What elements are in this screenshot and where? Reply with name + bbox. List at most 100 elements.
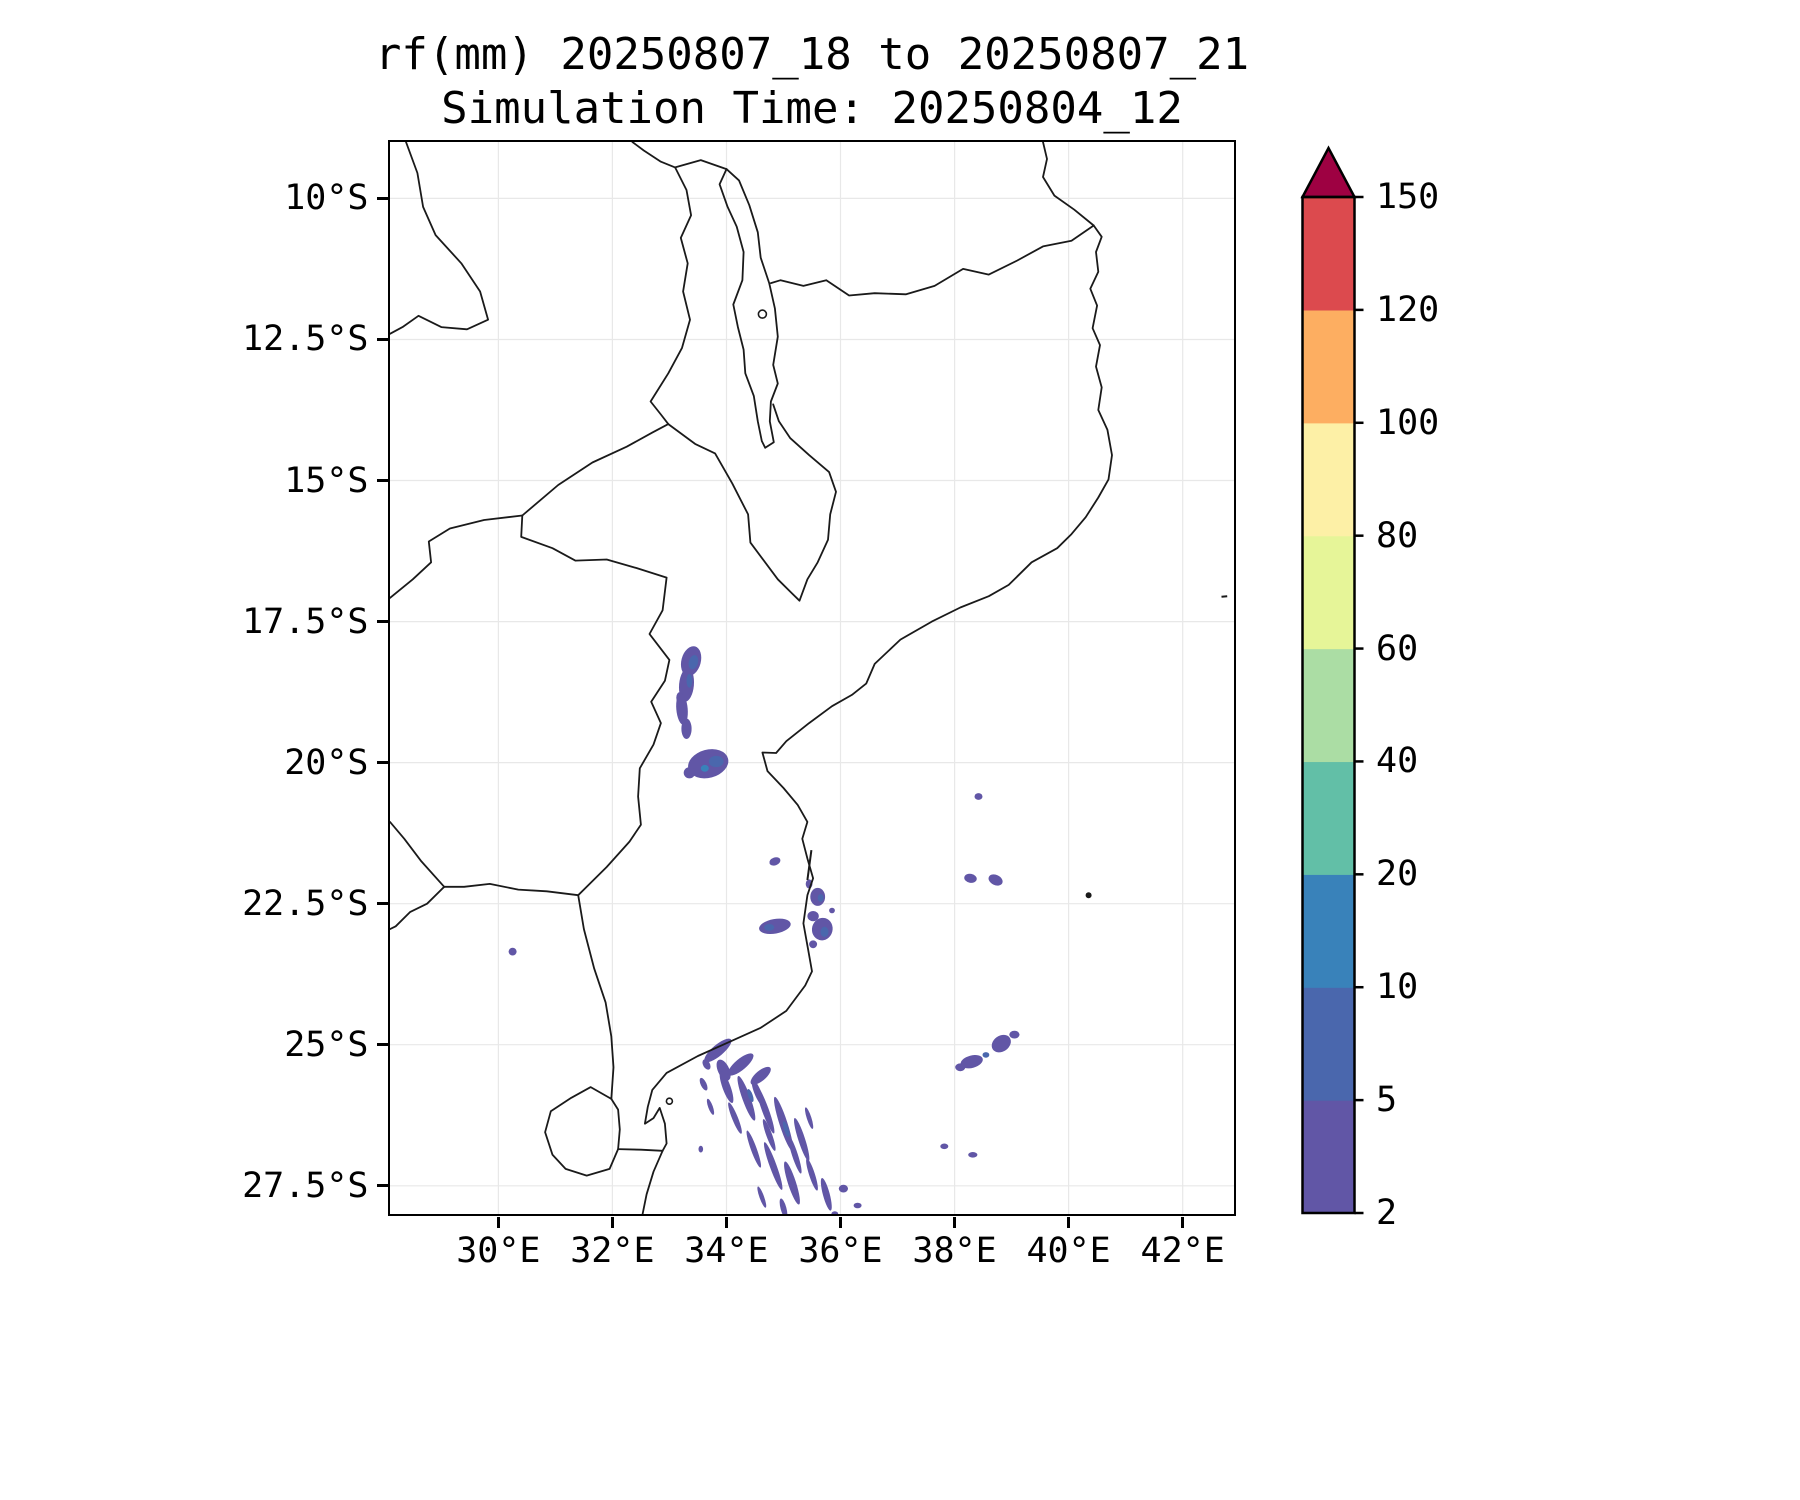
rain-patch-c10 <box>700 764 709 772</box>
rain-patch-c2 <box>755 1085 774 1133</box>
rain-patch-c2 <box>706 1098 714 1115</box>
y-tick-label: 10°S <box>284 178 369 219</box>
island-bazaruto <box>805 849 812 880</box>
map-plot-area <box>387 139 1236 1216</box>
rain-patch-c2 <box>719 1070 733 1103</box>
rain-patch-c5 <box>820 926 828 937</box>
x-tick-mark <box>724 1216 728 1228</box>
border-lake-malawi <box>718 167 779 449</box>
rain-patch-c2 <box>699 1077 707 1090</box>
y-tick-mark <box>376 761 388 765</box>
x-tick-label: 32°E <box>570 1231 655 1271</box>
rain-patch-c2 <box>762 1118 776 1151</box>
colorbar-tick-label: 10 <box>1376 967 1419 1008</box>
rain-patch-c5 <box>688 654 698 669</box>
rain-patch-c2 <box>768 856 780 866</box>
rain-patch-c2 <box>1008 1030 1020 1038</box>
rain-layer <box>508 645 1020 1214</box>
rain-patch-c2 <box>756 1185 766 1208</box>
x-tick-label: 36°E <box>798 1231 883 1271</box>
rain-patch-c2 <box>828 907 835 913</box>
colorbar-segment-4 <box>1302 648 1355 763</box>
rain-patch-c2 <box>701 1058 711 1070</box>
rain-patch-c5 <box>782 1120 790 1138</box>
rain-patch-c2 <box>808 939 817 948</box>
x-tick-label: 34°E <box>684 1231 769 1271</box>
x-tick-mark <box>610 1216 614 1228</box>
border-zambezi-zm-zw <box>389 514 523 599</box>
x-tick-label: 42°E <box>1140 1231 1225 1271</box>
rain-patch-c2 <box>967 1151 977 1158</box>
island-juan-de-nova <box>1220 594 1227 598</box>
rain-patch-c2 <box>963 873 977 883</box>
rain-patch-c2 <box>783 1160 800 1205</box>
x-tick-mark <box>839 1216 842 1228</box>
rain-patch-c2 <box>727 1101 742 1134</box>
border-limpopo-zw-za <box>442 882 579 896</box>
y-tick-mark <box>376 196 388 200</box>
plot-title-line1: rf(mm) 20250807_18 to 20250807_21 <box>374 29 1250 80</box>
rain-patch-c2 <box>727 1052 753 1076</box>
rain-patch-c2 <box>960 1054 983 1068</box>
border-mz-za-south <box>616 1147 663 1152</box>
border-eswatini <box>543 1085 621 1176</box>
colorbar-outline <box>1301 195 1356 1215</box>
rain-patch-c2 <box>750 1066 771 1085</box>
colorbar-segment-5 <box>1302 535 1355 650</box>
colorbar-segment-0 <box>1302 1100 1355 1214</box>
rain-patch-c5 <box>686 673 692 688</box>
island-europa <box>1085 891 1092 898</box>
island-inhaca <box>665 1096 673 1105</box>
y-tick-label: 27.5°S <box>242 1165 369 1206</box>
border-mw-mz-lobe <box>666 403 837 602</box>
border-tz-zm <box>631 141 727 170</box>
colorbar-tick-label: 120 <box>1376 289 1440 330</box>
rain-patch-c2 <box>763 1141 782 1190</box>
border-drc-zm-pedicle <box>389 141 489 335</box>
colorbar-segment-6 <box>1302 422 1355 537</box>
y-tick-label: 20°S <box>284 742 369 783</box>
y-tick-mark <box>376 1043 388 1047</box>
y-tick-label: 15°S <box>284 460 369 501</box>
border-mz-za <box>576 893 614 1100</box>
x-tick-mark <box>1067 1216 1071 1228</box>
rain-patch-c2 <box>683 766 695 778</box>
rain-patch-c2 <box>793 1117 809 1161</box>
x-tick-label: 30°E <box>456 1231 541 1271</box>
colorbar-tick-label: 100 <box>1376 402 1440 443</box>
border-ruvuma-tz-mz <box>769 224 1095 296</box>
rain-patch-c2 <box>698 1145 703 1152</box>
rain-patch-c2 <box>830 1210 838 1214</box>
rain-patch-c5 <box>763 923 774 931</box>
colorbar-tick-label: 20 <box>1376 854 1419 895</box>
rain-patch-c2 <box>991 1034 1011 1052</box>
border-zm-mw <box>649 166 692 425</box>
rain-patch-c2 <box>838 1184 848 1192</box>
rain-patch-c2 <box>675 691 683 703</box>
rain-patch-c2 <box>736 1075 755 1121</box>
colorbar-segment-2 <box>1302 874 1355 988</box>
rain-patch-c2 <box>805 1157 818 1191</box>
border-zm-mz <box>520 422 669 516</box>
y-tick-mark <box>376 620 388 624</box>
rain-patch-c5 <box>982 1051 989 1058</box>
x-tick-label: 38°E <box>912 1231 997 1271</box>
rain-patch-c2 <box>758 918 791 934</box>
rain-patch-c2 <box>787 1135 802 1174</box>
rain-patch-c2 <box>746 1130 761 1168</box>
y-tick-label: 17.5°S <box>242 601 369 642</box>
y-tick-mark <box>376 902 388 906</box>
y-tick-label: 12.5°S <box>242 319 369 360</box>
border-coastline <box>641 141 1113 1214</box>
border-bw-zw <box>389 820 445 888</box>
x-tick-mark <box>953 1216 957 1228</box>
map-canvas <box>389 141 1234 1214</box>
rain-patch-c2 <box>853 1202 862 1208</box>
y-tick-label: 25°S <box>284 1024 369 1065</box>
colorbar-segment-1 <box>1302 987 1355 1101</box>
colorbar-tick-label: 5 <box>1376 1080 1398 1121</box>
rain-patch-c2 <box>806 910 819 921</box>
colorbar-tick-label: 150 <box>1376 177 1440 217</box>
y-tick-mark <box>376 337 388 341</box>
